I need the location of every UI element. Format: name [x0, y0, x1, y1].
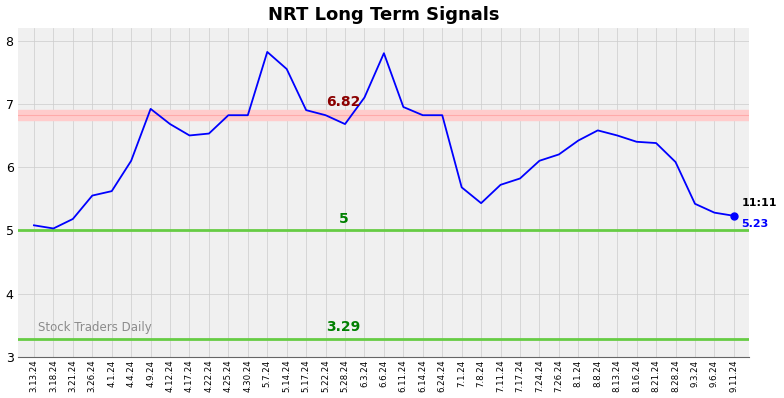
Text: 3.29: 3.29	[326, 320, 361, 334]
Text: Stock Traders Daily: Stock Traders Daily	[38, 321, 151, 334]
Title: NRT Long Term Signals: NRT Long Term Signals	[268, 6, 499, 23]
Text: 5: 5	[339, 212, 348, 226]
Bar	[18, 110, 750, 120]
Text: 6.82: 6.82	[326, 95, 361, 109]
Text: 11:11: 11:11	[742, 198, 777, 208]
Text: 5.23: 5.23	[742, 219, 769, 229]
